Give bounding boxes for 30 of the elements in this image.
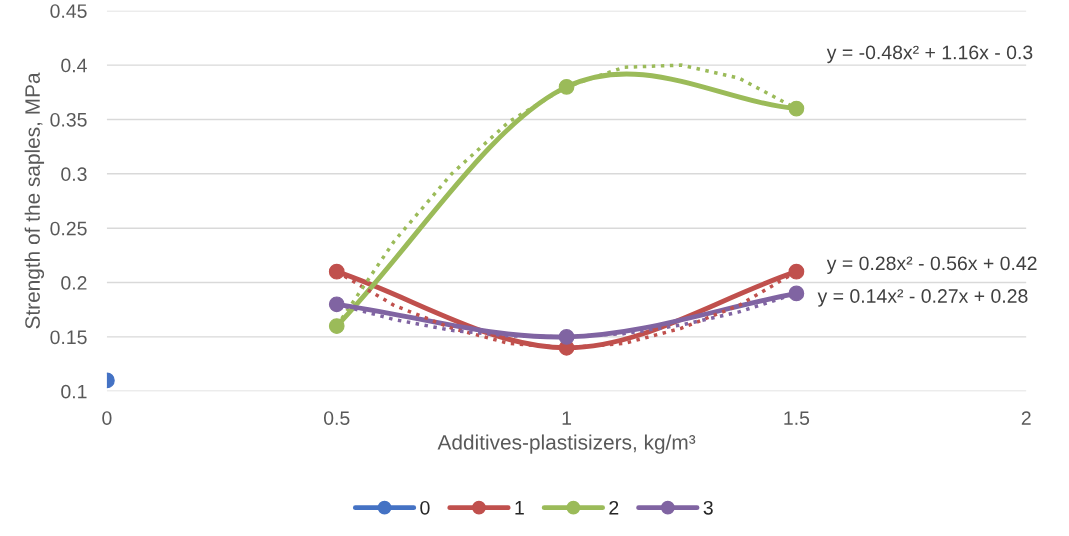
point (788, 263, 805, 280)
x-tick-label: 2 (1021, 411, 1031, 425)
point (328, 318, 345, 334)
legend-label: 3 (703, 500, 713, 515)
y-tick-label: 0.4 (61, 58, 87, 73)
annotation: y = -0.48x² + 1.16x - 0.3 (826, 45, 1033, 64)
point (558, 78, 575, 95)
x-tick-label: 0.5 (323, 411, 350, 426)
y-tick-label: 0.35 (50, 112, 87, 127)
y-tick-label: 0.15 (50, 330, 87, 345)
point (788, 100, 805, 117)
point (328, 263, 345, 280)
point (328, 296, 345, 313)
point (558, 329, 575, 345)
x-axis-title: Additives-plastisizers, kg/m³ (437, 434, 696, 454)
x-tick-label: 0 (102, 411, 112, 426)
y-axis-title: Strength of the saples, MPa (24, 72, 45, 329)
y-tick-label: 0.45 (50, 4, 87, 18)
annotation: y = 0.14x² - 0.27x + 0.28 (817, 289, 1028, 307)
point (788, 285, 805, 302)
x-tick-label: 1.5 (784, 411, 810, 426)
y-tick-label: 0.2 (61, 276, 87, 290)
y-tick-label: 0.25 (50, 221, 87, 236)
y-tick-label: 0.1 (61, 384, 87, 399)
y-tick-label: 0.3 (61, 167, 87, 182)
legend-label: 1 (515, 501, 524, 515)
legend-label: 0 (420, 500, 430, 515)
annotation: y = 0.28x² - 0.56x + 0.42 (826, 256, 1037, 274)
legend-label: 2 (609, 500, 619, 515)
x-tick-label: 1 (562, 411, 572, 425)
